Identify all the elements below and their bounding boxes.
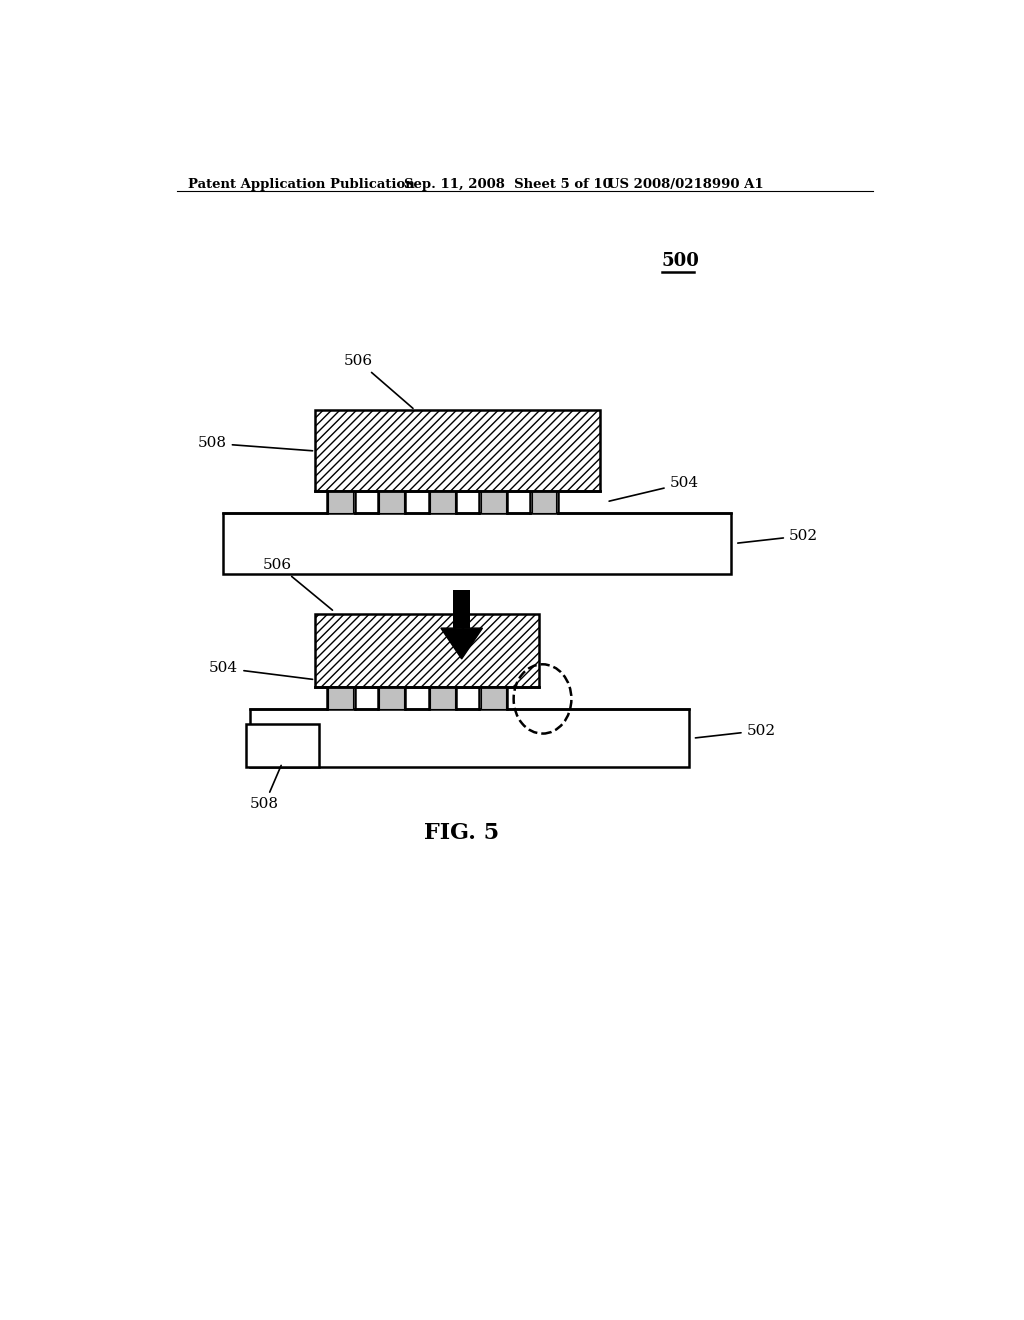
Bar: [481, 491, 506, 512]
Text: 506: 506: [344, 354, 413, 408]
Bar: [223, 512, 731, 574]
Bar: [329, 688, 353, 709]
Text: Sep. 11, 2008  Sheet 5 of 10: Sep. 11, 2008 Sheet 5 of 10: [403, 178, 611, 190]
Text: 504: 504: [209, 661, 312, 680]
Bar: [246, 725, 319, 767]
Text: 506: 506: [263, 558, 333, 610]
Text: FIG. 5: FIG. 5: [424, 821, 500, 843]
Text: Patent Application Publication: Patent Application Publication: [188, 178, 415, 190]
Bar: [454, 590, 470, 628]
Bar: [430, 491, 455, 512]
Bar: [315, 411, 600, 491]
Text: 502: 502: [695, 723, 776, 738]
Text: 508: 508: [198, 437, 312, 451]
Text: US 2008/0218990 A1: US 2008/0218990 A1: [608, 178, 764, 190]
Bar: [315, 614, 539, 688]
Bar: [531, 491, 556, 512]
Bar: [379, 688, 403, 709]
Polygon shape: [441, 628, 482, 659]
Text: 500: 500: [662, 252, 699, 271]
Bar: [379, 491, 403, 512]
Bar: [430, 688, 455, 709]
Bar: [481, 688, 506, 709]
Bar: [250, 709, 689, 767]
Text: 502: 502: [737, 529, 818, 543]
Text: 508: 508: [250, 766, 282, 812]
Bar: [329, 491, 353, 512]
Text: 504: 504: [609, 477, 698, 502]
